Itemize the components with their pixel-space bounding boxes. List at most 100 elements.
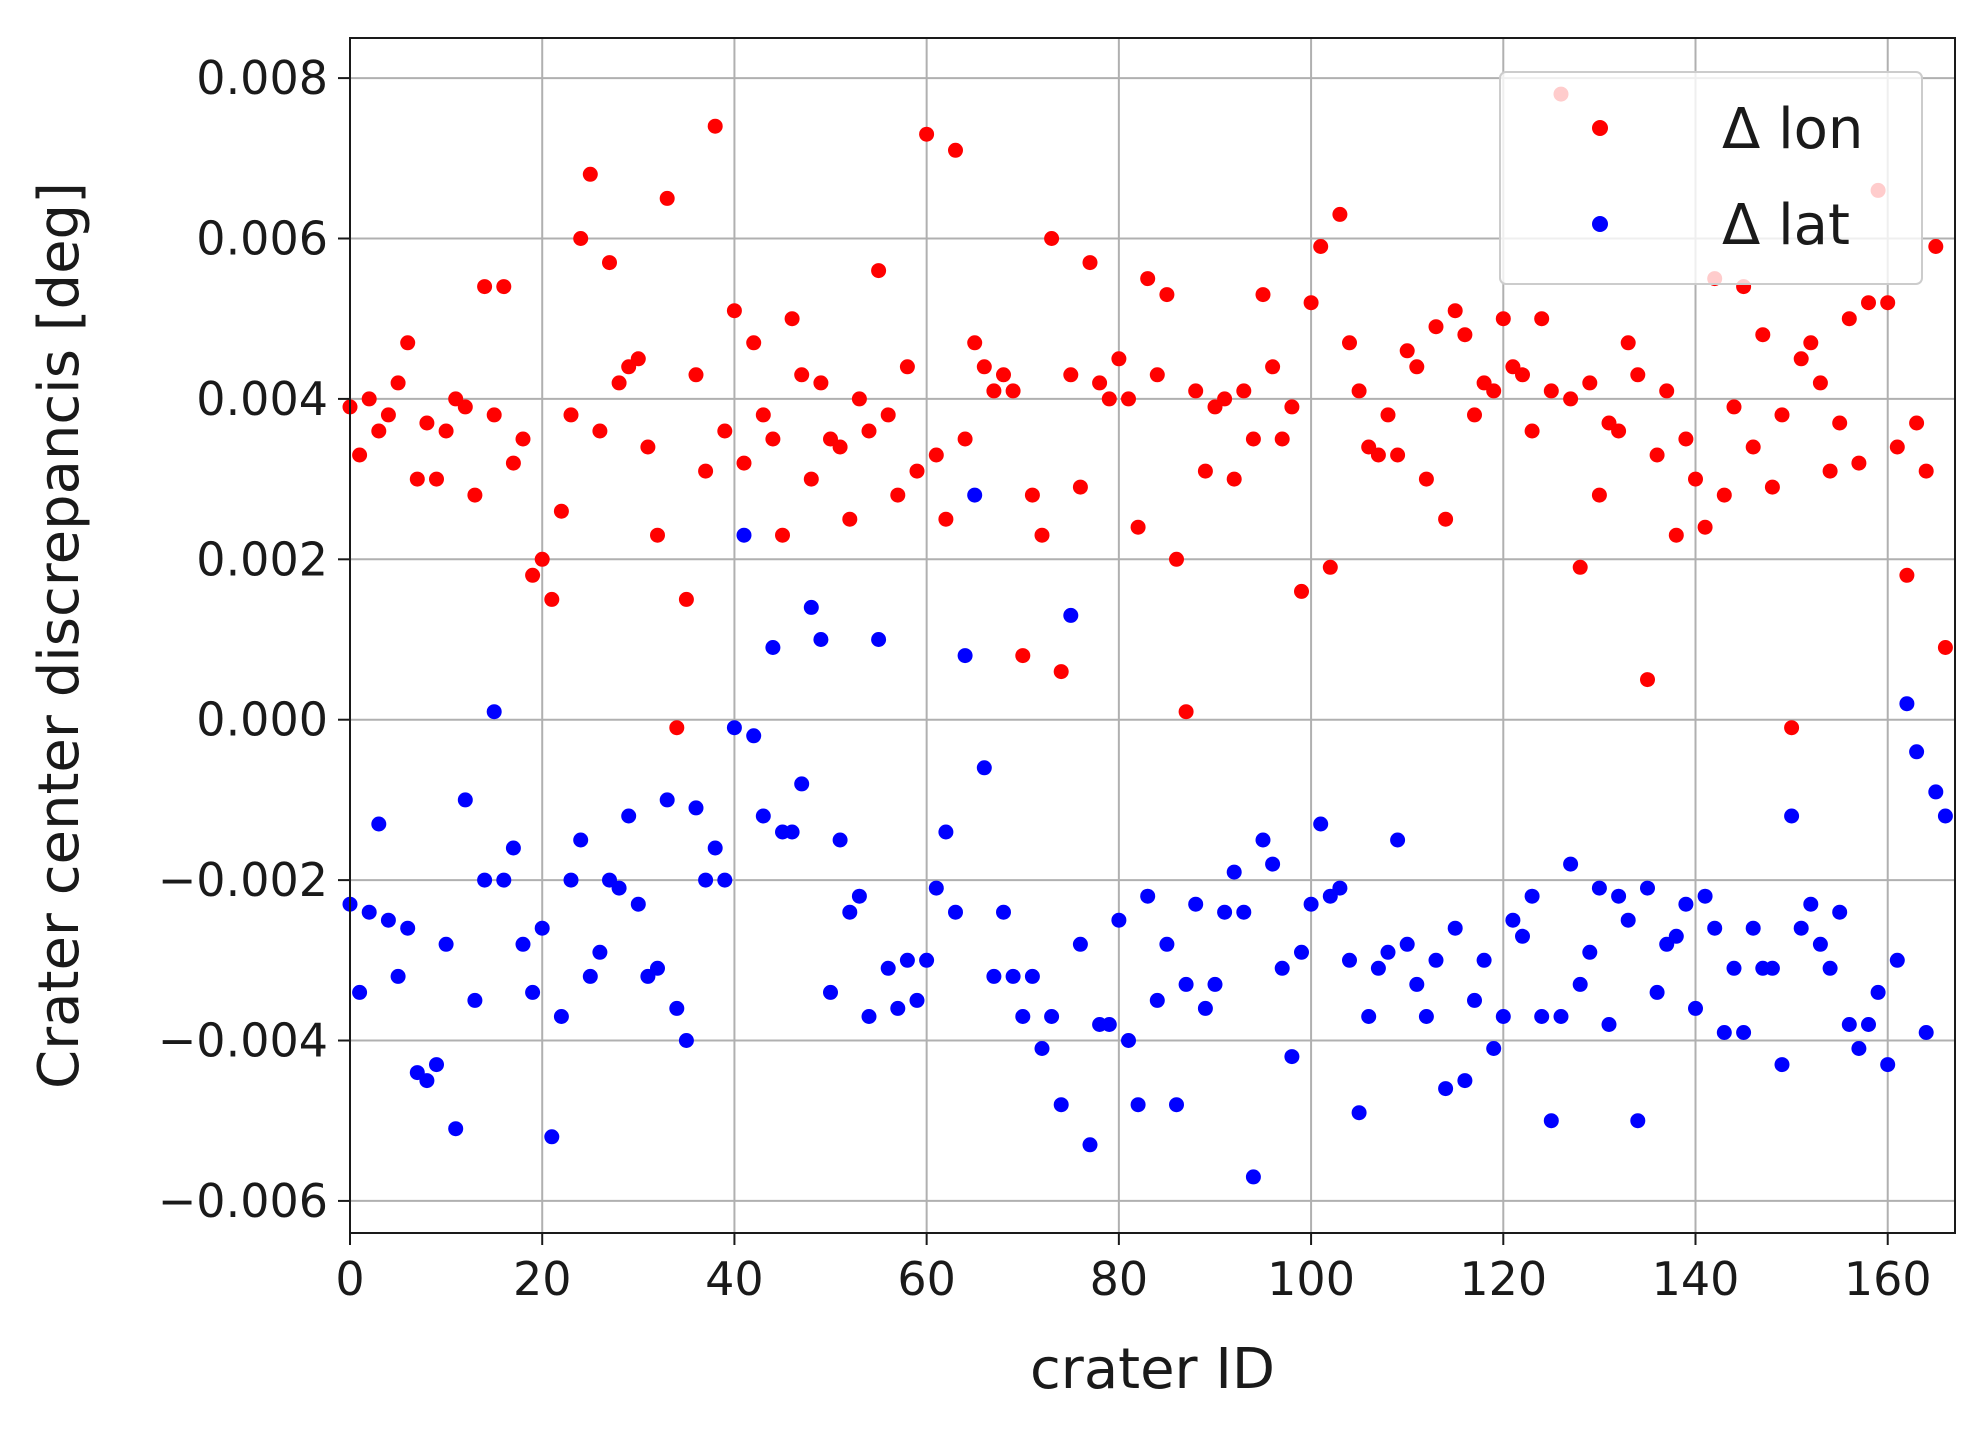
lat-point bbox=[1370, 960, 1386, 976]
lat-point bbox=[1159, 936, 1175, 952]
y-tick-label: −0.004 bbox=[158, 1014, 328, 1068]
lon-point bbox=[986, 383, 1002, 399]
lat-point bbox=[361, 904, 377, 920]
lat-point bbox=[1774, 1057, 1790, 1073]
x-tick-label: 160 bbox=[1844, 1252, 1932, 1306]
lat-point bbox=[1745, 920, 1761, 936]
lat-point bbox=[938, 824, 954, 840]
lon-point bbox=[909, 463, 925, 479]
lat-point bbox=[832, 832, 848, 848]
lon-point bbox=[1582, 375, 1598, 391]
lon-point bbox=[880, 407, 896, 423]
lat-point bbox=[1111, 912, 1127, 928]
lon-point bbox=[1822, 463, 1838, 479]
lon-point bbox=[698, 463, 714, 479]
lat-point bbox=[544, 1129, 560, 1145]
lon-point bbox=[1092, 375, 1108, 391]
lon-point bbox=[996, 367, 1011, 383]
lon-point bbox=[842, 511, 858, 527]
lat-point bbox=[1841, 1017, 1857, 1032]
lon-point bbox=[1044, 231, 1060, 246]
lat-point bbox=[1380, 944, 1396, 960]
lat-point bbox=[352, 984, 368, 1000]
lon-point bbox=[1611, 423, 1627, 439]
lon-point bbox=[1726, 399, 1742, 415]
lat-point bbox=[880, 960, 896, 976]
lat-point bbox=[1034, 1041, 1050, 1056]
legend-label-lat: Δ lat bbox=[1722, 193, 1850, 258]
lat-point bbox=[1015, 1009, 1031, 1024]
lat-point bbox=[842, 904, 858, 920]
lat-point bbox=[621, 808, 637, 824]
lon-point bbox=[832, 439, 848, 455]
lat-point bbox=[496, 872, 512, 888]
lon-point bbox=[1793, 351, 1809, 367]
lon-point bbox=[726, 303, 742, 319]
lon-point bbox=[669, 720, 685, 736]
lon-point bbox=[1668, 527, 1684, 543]
lat-point bbox=[1082, 1137, 1098, 1153]
lat-point bbox=[1169, 1097, 1184, 1113]
lat-point bbox=[1024, 968, 1040, 984]
lat-point bbox=[1736, 1025, 1752, 1040]
lat-point bbox=[967, 487, 983, 503]
lon-point bbox=[1880, 295, 1896, 311]
lon-point bbox=[650, 527, 665, 543]
y-tick-label: 0.000 bbox=[196, 693, 328, 747]
lat-point bbox=[669, 1000, 685, 1016]
lon-point bbox=[1889, 439, 1905, 455]
lon-point bbox=[1678, 431, 1694, 447]
lon-point bbox=[1024, 487, 1040, 503]
lon-point bbox=[457, 399, 473, 415]
lon-point bbox=[1716, 487, 1732, 503]
lat-point bbox=[688, 800, 704, 816]
legend-marker-lat bbox=[1592, 216, 1608, 232]
lat-point bbox=[1284, 1049, 1300, 1065]
lon-point bbox=[419, 415, 435, 431]
lon-point bbox=[957, 431, 973, 447]
lon-point bbox=[1015, 648, 1031, 664]
lat-point bbox=[1870, 984, 1886, 1000]
lon-point bbox=[1342, 335, 1357, 351]
lon-point bbox=[1937, 640, 1953, 655]
lat-point bbox=[1803, 896, 1819, 912]
lat-point bbox=[1409, 976, 1425, 992]
lon-point bbox=[361, 391, 377, 407]
axis-ticks: 0 20 40 60 80 100 120 140 160 −0.006 −0.004 −0.002 0… bbox=[158, 51, 1932, 1306]
lon-point bbox=[1812, 375, 1828, 391]
lon-point bbox=[352, 447, 368, 463]
lat-point bbox=[659, 792, 675, 808]
x-tick-label: 120 bbox=[1459, 1252, 1547, 1306]
lon-point bbox=[1764, 479, 1780, 495]
lon-point bbox=[919, 126, 935, 142]
x-axis-label: crater ID bbox=[1030, 1337, 1275, 1402]
lat-point bbox=[1793, 920, 1809, 936]
lat-point bbox=[1486, 1041, 1502, 1056]
lon-point bbox=[813, 375, 829, 391]
lat-point bbox=[1861, 1017, 1876, 1032]
lat-point bbox=[1457, 1073, 1473, 1089]
lon-point bbox=[1274, 431, 1290, 447]
lat-point bbox=[736, 527, 752, 543]
legend: Δ lon Δ lat bbox=[1499, 71, 1923, 285]
lon-point bbox=[1591, 487, 1607, 503]
lat-point bbox=[1601, 1017, 1617, 1032]
lon-point bbox=[1563, 391, 1579, 407]
lon-point bbox=[1640, 672, 1655, 688]
lat-point bbox=[1101, 1017, 1117, 1032]
lat-point bbox=[698, 872, 714, 888]
lon-point bbox=[938, 511, 954, 527]
lat-point bbox=[1889, 952, 1905, 968]
lat-point bbox=[784, 824, 800, 840]
lat-point bbox=[1245, 1169, 1261, 1185]
lon-point bbox=[755, 407, 771, 423]
lon-point bbox=[390, 375, 406, 391]
lat-point bbox=[650, 960, 665, 976]
lat-point bbox=[1476, 952, 1492, 968]
lon-point bbox=[1899, 567, 1915, 583]
lon-point bbox=[1034, 527, 1050, 543]
lon-point bbox=[1294, 583, 1309, 599]
lat-point bbox=[1620, 912, 1636, 928]
lat-point bbox=[1418, 1009, 1434, 1024]
data-points bbox=[342, 86, 1953, 1185]
